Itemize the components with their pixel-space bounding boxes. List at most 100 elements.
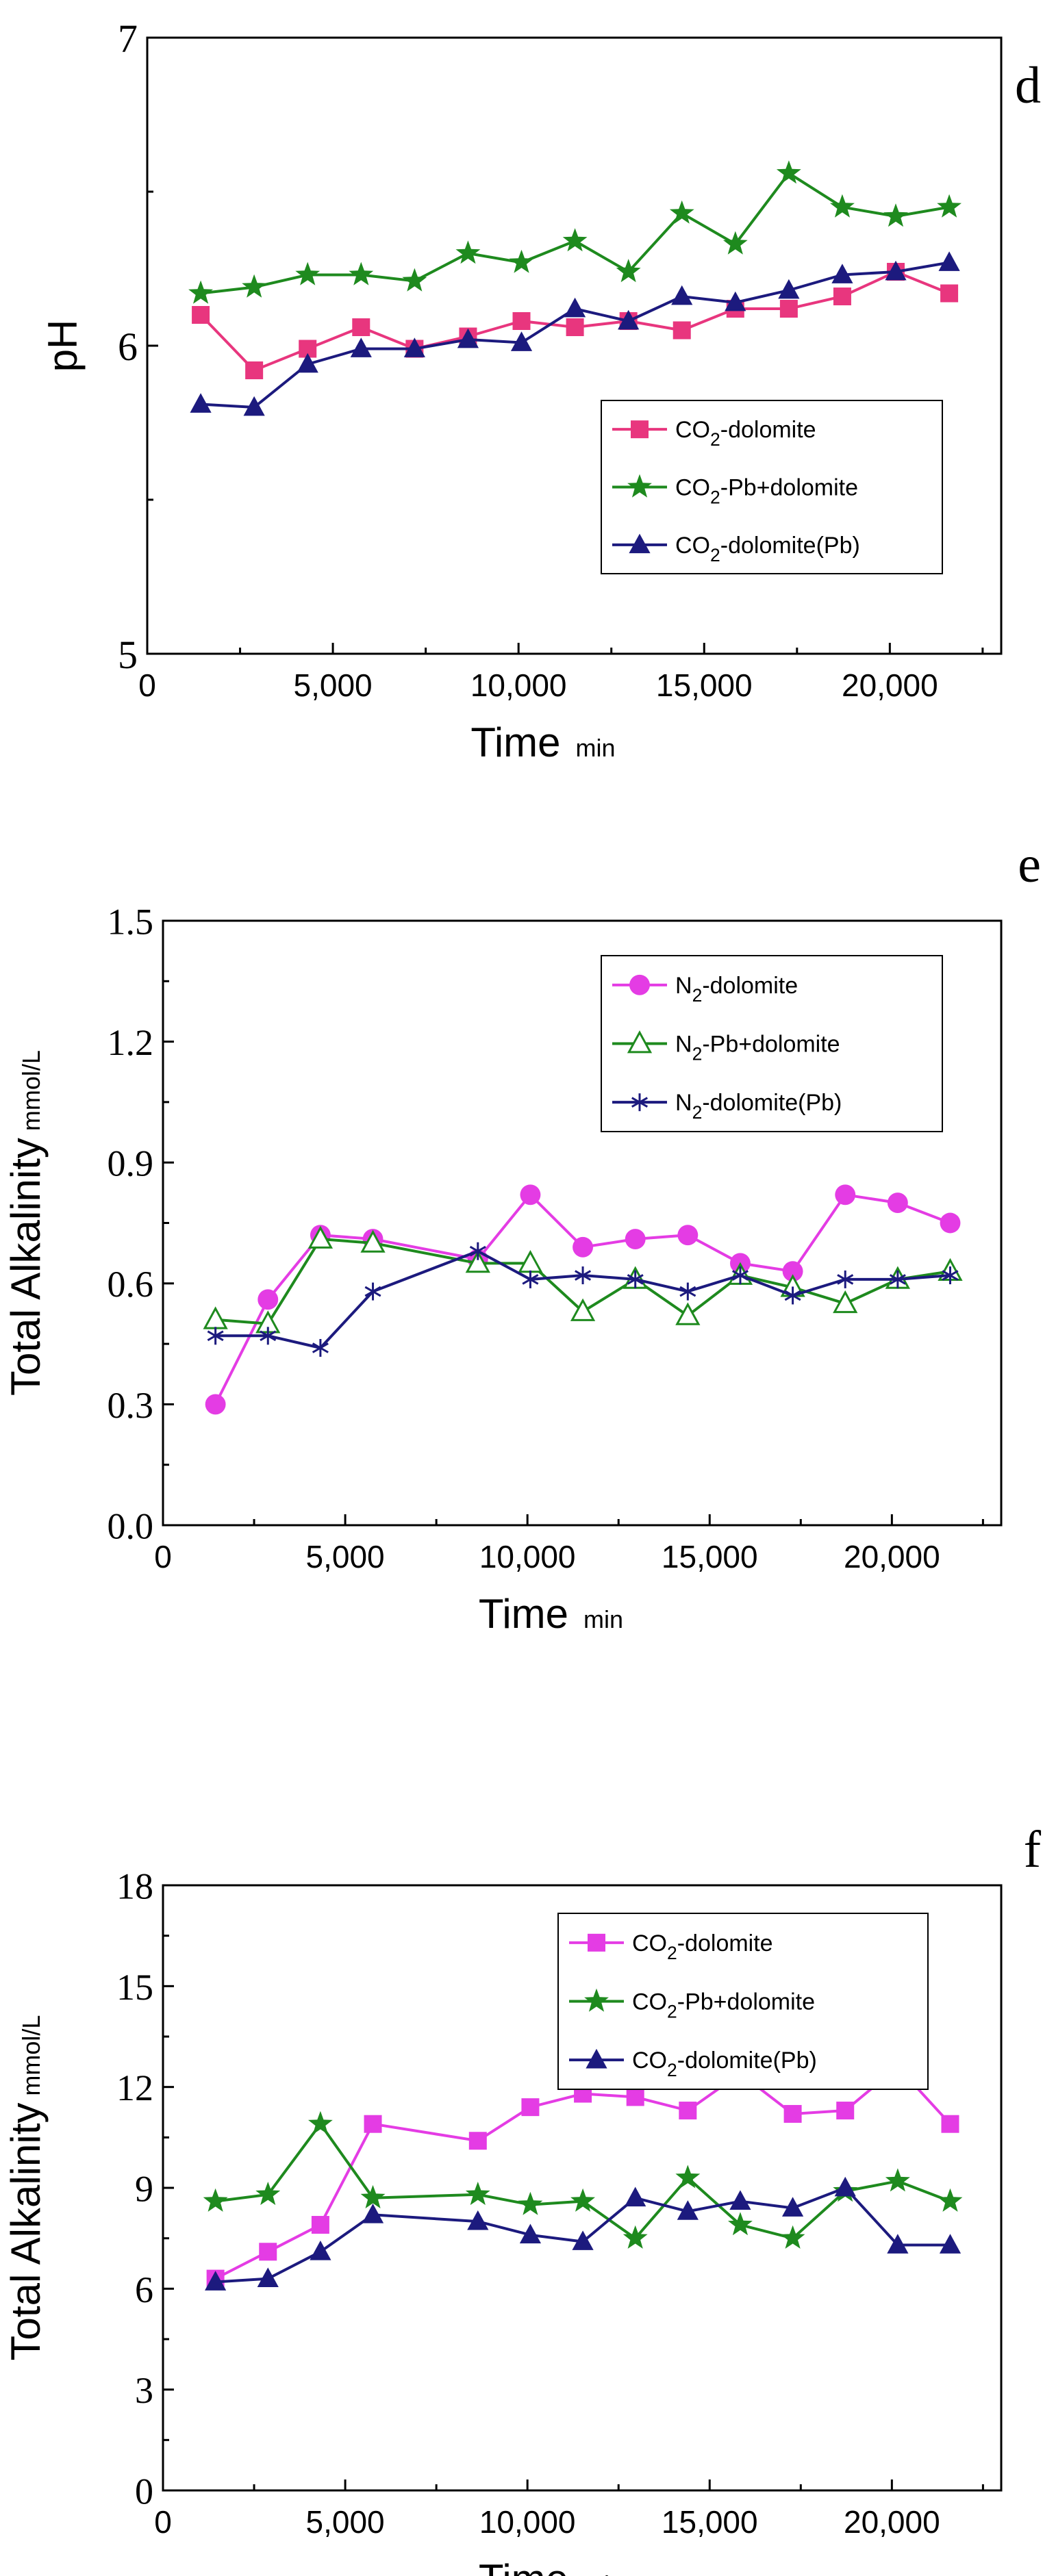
x-tick-label: 20,000 [842, 667, 938, 703]
data-point [205, 2271, 227, 2291]
data-point [518, 2191, 543, 2215]
y-axis-title-text: Total Alkalinity [3, 1138, 49, 1396]
data-point [352, 318, 370, 336]
data-point [627, 1270, 644, 1288]
legend-marker [588, 1933, 605, 1952]
asterisk-stroke [627, 1274, 644, 1285]
data-point [364, 1282, 381, 1301]
legend-label-part: -dolomite(Pb) [677, 2048, 817, 2074]
data-point [784, 1286, 801, 1305]
data-point [625, 2186, 646, 2207]
data-point [350, 337, 372, 357]
x-axis-title: Time [479, 2556, 568, 2576]
data-point [885, 2168, 910, 2192]
y-tick-label: 5 [118, 633, 138, 677]
y-axis-title-group: Total Alkalinity mmol/L [3, 2015, 49, 2361]
data-point [836, 2102, 855, 2120]
y-axis-title-text: Total Alkalinity [3, 2103, 49, 2361]
asterisk-stroke [942, 1270, 959, 1281]
y-tick-label: 1.2 [108, 1022, 154, 1063]
data-point [780, 2225, 805, 2249]
legend-label-subscript: 2 [710, 487, 720, 508]
data-point [192, 306, 210, 324]
asterisk-stroke [679, 1286, 696, 1297]
data-point [243, 396, 265, 416]
data-point [942, 1266, 959, 1285]
data-point [203, 1306, 228, 1329]
data-point [312, 1338, 329, 1357]
asterisk-stroke [837, 1274, 854, 1285]
data-point [722, 231, 748, 255]
data-point [778, 279, 800, 299]
data-point [625, 1229, 646, 1249]
asterisk-stroke [312, 1342, 329, 1353]
data-point [725, 291, 746, 311]
legend-marker [629, 974, 650, 995]
data-point [677, 2200, 699, 2220]
data-point [781, 2197, 804, 2217]
data-point [623, 2225, 648, 2249]
legend-label-part: -dolomite(Pb) [702, 1090, 842, 1116]
y-axis-unit: mmol/L [17, 1050, 45, 1131]
data-point [570, 2188, 595, 2212]
panel-label-d: d [1015, 57, 1041, 114]
data-point [519, 2223, 542, 2244]
legend-label-subscript: 2 [692, 1102, 703, 1123]
x-axis-unit: min [583, 1605, 623, 1633]
data-point [616, 259, 641, 283]
y-tick-label: 0 [135, 2471, 153, 2512]
series-line [215, 1237, 951, 1325]
data-point [308, 2110, 333, 2134]
legend: CO2-dolomiteCO2-Pb+dolomiteCO2-dolomite(… [601, 400, 943, 574]
x-axis-unit: min [576, 734, 616, 762]
data-point [522, 1270, 539, 1288]
x-tick-label: 10,000 [470, 667, 567, 703]
data-point [938, 2188, 963, 2212]
asterisk-stroke [784, 1290, 801, 1301]
data-point [887, 2234, 909, 2254]
data-point [509, 249, 534, 273]
data-point [782, 1261, 803, 1282]
data-point [837, 1270, 854, 1288]
data-point [520, 1184, 541, 1206]
legend-item: CO2-dolomite [569, 1930, 773, 1963]
legend: CO2-dolomite CO2-Pb+dolomite CO2-dolomite(… [557, 1913, 929, 2090]
data-point [207, 1327, 224, 1345]
x-tick-label: 10,000 [479, 2504, 576, 2540]
data-point [731, 1266, 749, 1285]
data-point [779, 300, 798, 318]
data-point [468, 2132, 487, 2150]
legend-label-part: CO [675, 475, 710, 501]
x-axis-title: Time [479, 1591, 568, 1637]
data-point [467, 2210, 489, 2230]
legend-label-part: -dolomite [720, 417, 816, 443]
x-tick-label: 5,000 [306, 1539, 385, 1574]
y-tick-label: 9 [135, 2168, 153, 2209]
data-point [675, 1302, 701, 1325]
data-point [626, 2088, 644, 2106]
legend-item: CO2-Pb+dolomite [569, 1988, 815, 2022]
legend-label: CO2-dolomite(Pb) [675, 533, 860, 565]
legend-label-part: -dolomite(Pb) [720, 533, 860, 559]
x-tick-label: 0 [138, 667, 156, 703]
legend-label: CO2-dolomite(Pb) [632, 2048, 817, 2080]
y-axis-unit: mmol/L [17, 2015, 45, 2096]
data-point [672, 321, 691, 340]
legend-label-subscript: 2 [667, 1943, 677, 1963]
asterisk-stroke [731, 1270, 749, 1281]
data-point [510, 331, 533, 351]
data-point [521, 2098, 540, 2117]
legend-label-part: N [675, 1090, 692, 1116]
data-point [729, 2190, 751, 2210]
legend-label-subscript: 2 [692, 1044, 703, 1064]
legend-label: N2-dolomite [675, 973, 798, 1006]
legend-label-subscript: 2 [692, 985, 703, 1006]
x-tick-label: 0 [154, 1539, 172, 1574]
data-point [364, 2115, 382, 2133]
legend-item: N2-dolomite(Pb) [612, 1090, 842, 1123]
legend-marker [631, 420, 649, 439]
data-point [575, 1266, 592, 1285]
legend-label-subscript: 2 [710, 429, 720, 450]
series-CO2-dolomite(Pb) [205, 2176, 961, 2291]
